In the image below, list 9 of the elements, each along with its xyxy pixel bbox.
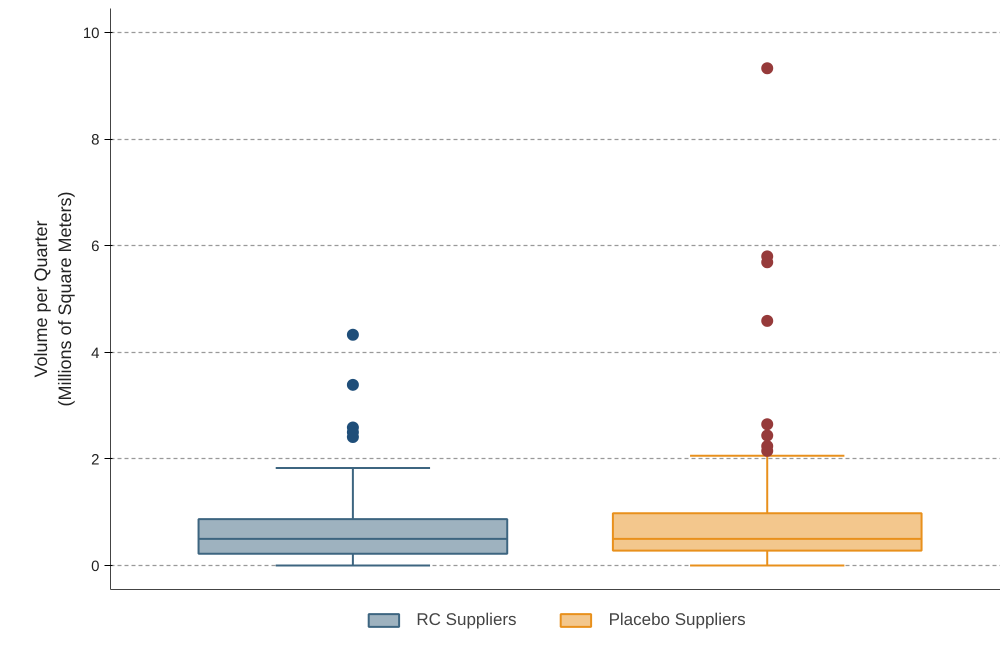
legend-label: RC Suppliers	[416, 610, 517, 630]
legend-label: Placebo Suppliers	[608, 610, 746, 630]
y-tick-label: 10	[82, 24, 100, 42]
y-tick-label: 4	[91, 344, 100, 362]
y-tick-label: 2	[91, 451, 100, 468]
y-tick-label: 6	[91, 238, 100, 256]
y-tick-label: 8	[91, 132, 100, 149]
y-tick-label: 0	[91, 558, 100, 576]
y-axis-title: Volume per Quarter (Millions of Square Meters)	[30, 191, 75, 407]
